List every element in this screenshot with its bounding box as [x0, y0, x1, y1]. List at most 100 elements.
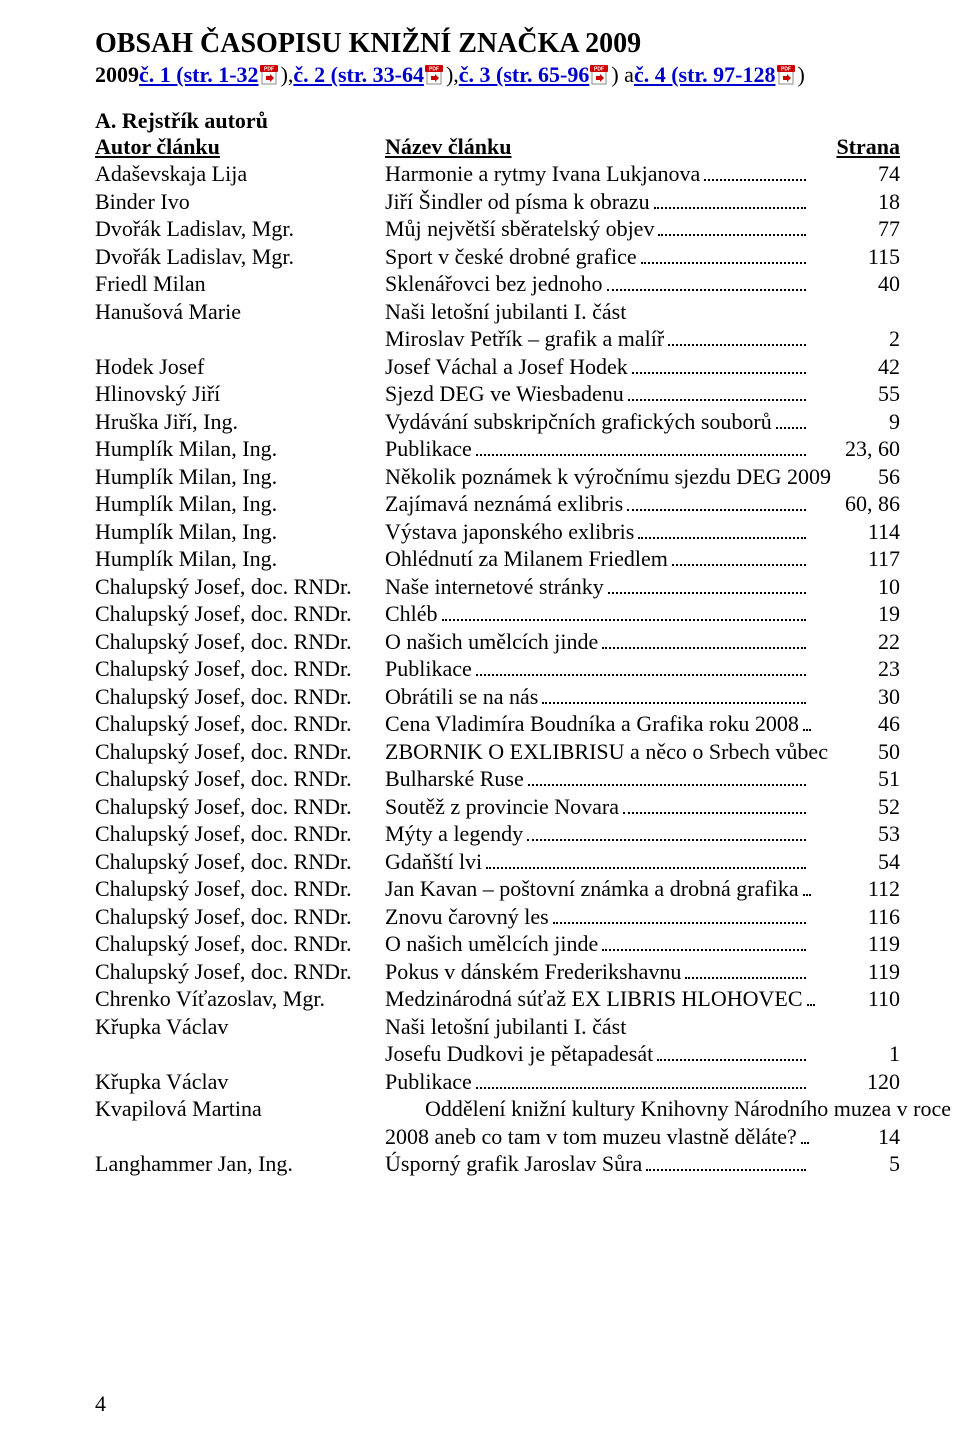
index-entry: Chalupský Josef, doc. RNDr.Obrátili se n…	[95, 683, 900, 711]
entry-author: Chalupský Josef, doc. RNDr.	[95, 710, 385, 738]
entry-author: Hodek Josef	[95, 353, 385, 381]
entry-page: 119	[810, 958, 900, 986]
leader-dots	[476, 1087, 806, 1089]
entry-author: Hruška Jiří, Ing.	[95, 408, 385, 436]
entry-title: Znovu čarovný les	[385, 903, 549, 931]
entry-page: 5	[810, 1150, 900, 1178]
index-entry: Humplík Milan, Ing.Výstava japonského ex…	[95, 518, 900, 546]
entry-title: Jiří Šindler od písma k obrazu	[385, 188, 650, 216]
svg-text:PDF: PDF	[264, 67, 274, 73]
index-entry: Chalupský Josef, doc. RNDr.Jan Kavan – p…	[95, 875, 900, 903]
entry-author: Chalupský Josef, doc. RNDr.	[95, 573, 385, 601]
index-entry: Křupka VáclavPublikace120	[95, 1068, 900, 1096]
col-title-header: Název článku	[385, 134, 810, 160]
leader-dots	[602, 647, 806, 649]
entry-title: 2008 aneb co tam v tom muzeu vlastně děl…	[385, 1123, 797, 1151]
entry-title: Naše internetové stránky	[385, 573, 604, 601]
entry-title: Vydávání subskripčních grafických soubor…	[385, 408, 772, 436]
entry-title: Úsporný grafik Jaroslav Sůra	[385, 1150, 642, 1178]
entry-title: Zajímavá neznámá exlibris	[385, 490, 623, 518]
entry-author: Chalupský Josef, doc. RNDr.	[95, 930, 385, 958]
entry-page: 10	[810, 573, 900, 601]
index-entry: Humplík Milan, Ing.Ohlédnutí za Milanem …	[95, 545, 900, 573]
issue-link-4[interactable]: č. 4 (str. 97-128	[634, 62, 776, 88]
entry-page: 115	[810, 243, 900, 271]
entry-title: Josef Váchal a Josef Hodek	[385, 353, 628, 381]
entry-title: O našich umělcích jinde	[385, 628, 598, 656]
issue-link-1[interactable]: č. 1 (str. 1-32	[139, 62, 259, 88]
index-entry: Humplík Milan, Ing.Publikace23, 60	[95, 435, 900, 463]
leader-dots	[628, 399, 806, 401]
entry-title: Sport v české drobné grafice	[385, 243, 637, 271]
entry-page: 54	[810, 848, 900, 876]
segment-0-post: ),	[281, 62, 294, 88]
entry-title: Výstava japonského exlibris	[385, 518, 634, 546]
entry-page: 117	[810, 545, 900, 573]
leader-dots	[685, 977, 806, 979]
entry-author: Chalupský Josef, doc. RNDr.	[95, 793, 385, 821]
index-entry: Chalupský Josef, doc. RNDr.Cena Vladimír…	[95, 710, 900, 738]
leader-dots	[638, 537, 806, 539]
entry-page: 112	[810, 875, 900, 903]
entry-title: Pokus v dánském Frederikshavnu	[385, 958, 681, 986]
index-entry: Chalupský Josef, doc. RNDr.Znovu čarovný…	[95, 903, 900, 931]
leader-dots	[668, 344, 806, 346]
index-entry: Chrenko Víťazoslav, Mgr.Medzinárodná súť…	[95, 985, 900, 1013]
leader-dots	[602, 949, 806, 951]
svg-text:PDF: PDF	[781, 67, 791, 73]
entry-page: 9	[810, 408, 900, 436]
leader-dots	[646, 1169, 806, 1171]
entry-author: Chalupský Josef, doc. RNDr.	[95, 820, 385, 848]
entry-author: Langhammer Jan, Ing.	[95, 1150, 385, 1178]
column-headers: Autor článku Název článku Strana	[95, 134, 900, 160]
index-entry: Chalupský Josef, doc. RNDr.Publikace23	[95, 655, 900, 683]
entry-page: 120	[810, 1068, 900, 1096]
index-entry: Humplík Milan, Ing.Několik poznámek k vý…	[95, 463, 900, 491]
index-entry: Chalupský Josef, doc. RNDr.O našich uměl…	[95, 930, 900, 958]
index-entry: Hodek JosefJosef Váchal a Josef Hodek42	[95, 353, 900, 381]
entry-page: 114	[810, 518, 900, 546]
entry-page: 23, 60	[810, 435, 900, 463]
entry-author: Kvapilová Martina	[95, 1095, 385, 1123]
entry-page: 51	[810, 765, 900, 793]
issue-link-3[interactable]: č. 3 (str. 65-96	[459, 62, 590, 88]
entry-author: Humplík Milan, Ing.	[95, 435, 385, 463]
index-entry: Kvapilová MartinaOddělení knižní kultury…	[95, 1095, 900, 1123]
pdf-icon: PDF	[425, 65, 445, 85]
index-entry: Dvořák Ladislav, Mgr.Můj největší sběrat…	[95, 215, 900, 243]
entry-author: Humplík Milan, Ing.	[95, 463, 385, 491]
leader-dots	[704, 179, 806, 181]
index-entry: Chalupský Josef, doc. RNDr.Bulharské Rus…	[95, 765, 900, 793]
entry-page: 74	[810, 160, 900, 188]
entry-title: Harmonie a rytmy Ivana Lukjanova	[385, 160, 700, 188]
issue-link-2[interactable]: č. 2 (str. 33-64	[293, 62, 424, 88]
index-entry: Adaševskaja LijaHarmonie a rytmy Ivana L…	[95, 160, 900, 188]
entry-page: 116	[810, 903, 900, 931]
issue-links-line: 2009 č. 1 (str. 1-32 PDF ), č. 2 (str. 3…	[95, 62, 900, 88]
leader-dots	[527, 839, 806, 841]
entry-author: Chalupský Josef, doc. RNDr.	[95, 600, 385, 628]
entry-page: 110	[810, 985, 900, 1013]
index-entry: Binder IvoJiří Šindler od písma k obrazu…	[95, 188, 900, 216]
entry-author: Humplík Milan, Ing.	[95, 490, 385, 518]
index-entry: Friedl MilanSklenářovci bez jednoho40	[95, 270, 900, 298]
leader-dots	[607, 289, 807, 291]
footer-page-number: 4	[95, 1391, 106, 1417]
entry-title: Gdaňští lvi	[385, 848, 482, 876]
leader-dots	[553, 922, 806, 924]
index-entry: Chalupský Josef, doc. RNDr.O našich uměl…	[95, 628, 900, 656]
year-label: 2009	[95, 62, 139, 88]
entry-author: Dvořák Ladislav, Mgr.	[95, 243, 385, 271]
entry-title: O našich umělcích jinde	[385, 930, 598, 958]
index-entry: Chalupský Josef, doc. RNDr.Naše internet…	[95, 573, 900, 601]
entry-page: 53	[810, 820, 900, 848]
svg-text:PDF: PDF	[594, 67, 604, 73]
entry-page: 56	[810, 463, 900, 491]
entry-title: Publikace	[385, 655, 472, 683]
entry-author: Binder Ivo	[95, 188, 385, 216]
index-entry: Chalupský Josef, doc. RNDr.Soutěž z prov…	[95, 793, 900, 821]
pdf-icon: PDF	[777, 65, 797, 85]
entry-author: Chalupský Josef, doc. RNDr.	[95, 738, 385, 766]
entry-title: Ohlédnutí za Milanem Friedlem	[385, 545, 668, 573]
entry-title: Naši letošní jubilanti I. část	[385, 1013, 626, 1041]
